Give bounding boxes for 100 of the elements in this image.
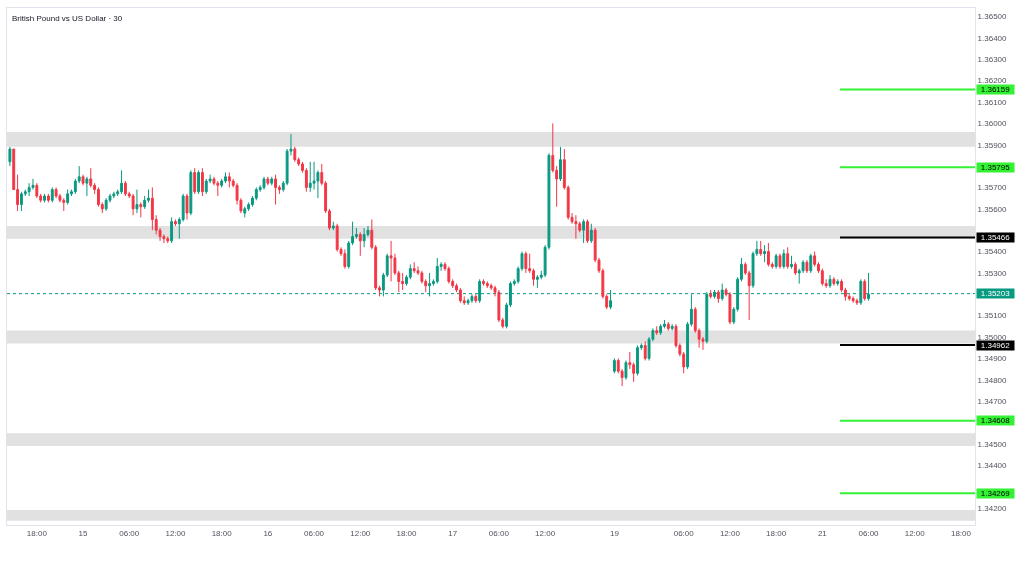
x-tick-label: 18:00 <box>211 528 233 538</box>
candlestick <box>150 186 154 231</box>
x-tick-label: 16 <box>263 528 273 538</box>
candlestick <box>50 186 54 203</box>
candlestick <box>828 274 832 289</box>
y-tick-label: 1.35700 <box>977 183 1008 193</box>
candlestick <box>612 357 616 374</box>
candlestick <box>793 261 797 276</box>
candlestick <box>659 323 663 336</box>
candlestick <box>270 176 274 186</box>
candlestick <box>670 323 674 332</box>
ref-line-label: 1.36159 <box>980 85 1011 94</box>
candlestick <box>574 214 578 240</box>
candlestick <box>8 146 12 167</box>
candlestick <box>166 236 170 244</box>
y-tick-label: 1.36500 <box>977 12 1008 22</box>
x-tick-label: 21 <box>817 528 828 538</box>
candlestick <box>763 244 767 263</box>
candlestick <box>855 298 859 306</box>
x-tick-label: 12:00 <box>904 528 926 538</box>
y-tick-label: 1.34500 <box>977 439 1008 449</box>
candlestick <box>81 174 85 186</box>
candlestick <box>535 274 539 289</box>
candlestick <box>778 253 782 270</box>
candlestick <box>112 191 116 199</box>
x-tick-label: 18:00 <box>396 528 418 538</box>
candlestick <box>412 261 416 274</box>
y-tick-label: 1.35100 <box>977 311 1008 321</box>
candlestick <box>343 248 347 270</box>
candlestick <box>274 174 278 206</box>
candlestick <box>720 283 724 302</box>
candlestick <box>85 176 89 197</box>
x-tick-label: 17 <box>448 528 458 538</box>
candlestick <box>389 240 393 282</box>
candlestick <box>482 278 485 287</box>
y-tick-label: 1.34900 <box>977 354 1008 364</box>
candlestick <box>185 193 189 220</box>
candlestick <box>308 161 312 193</box>
candlestick <box>559 146 562 182</box>
y-tick-label: 1.35900 <box>977 140 1008 150</box>
y-tick-label: 1.36300 <box>977 55 1008 65</box>
x-tick-label: 06:00 <box>673 528 695 538</box>
x-tick-label: 12:00 <box>350 528 371 538</box>
candlestick <box>204 178 208 195</box>
candlestick <box>266 176 270 186</box>
candlestick <box>135 189 139 214</box>
ref-line-label: 1.35203 <box>980 289 1011 298</box>
candlestick <box>766 242 770 267</box>
candlestick <box>170 216 174 244</box>
candlestick <box>435 257 439 285</box>
candlestick <box>786 246 790 270</box>
candlestick <box>809 253 813 274</box>
candlestick <box>759 240 763 257</box>
candlestick <box>666 321 670 332</box>
x-tick-label: 06:00 <box>488 528 510 538</box>
x-tick-label: 18:00 <box>766 528 787 538</box>
candlestick <box>243 206 247 218</box>
x-tick-label: 12:00 <box>165 528 187 538</box>
candlestick <box>447 266 451 285</box>
candlestick <box>624 360 628 381</box>
ref-line-label: 1.34962 <box>980 341 1011 350</box>
x-tick-label: 15 <box>78 528 89 538</box>
candlestick <box>35 182 39 199</box>
candlestick <box>331 221 335 231</box>
y-tick-label: 1.34700 <box>977 396 1008 406</box>
y-tick-label: 1.34400 <box>977 460 1008 470</box>
candlestick <box>859 278 863 306</box>
candlestick <box>851 295 855 304</box>
candlestick <box>197 169 200 195</box>
candlestick <box>728 291 732 325</box>
x-tick-label: 06:00 <box>858 528 880 538</box>
ref-line-label: 1.34608 <box>980 416 1011 425</box>
candlestick <box>293 146 297 163</box>
candlestick <box>139 201 143 218</box>
y-tick-label: 1.34200 <box>977 503 1008 513</box>
candlestick <box>358 231 362 257</box>
candlestick <box>863 278 867 302</box>
candlestick <box>262 176 266 191</box>
x-tick-label: 06:00 <box>304 528 325 538</box>
candlestick <box>655 325 659 336</box>
candlestick <box>636 345 639 376</box>
x-tick-label: 18:00 <box>950 528 972 538</box>
text: British Pound vs US Dollar · 30 <box>12 13 123 23</box>
candlestick <box>643 340 647 361</box>
candlestick <box>43 193 46 203</box>
candlestick <box>46 193 50 203</box>
candlestick <box>62 197 66 212</box>
candlestick <box>189 169 193 216</box>
ref-line-label: 1.35795 <box>980 163 1011 172</box>
x-tick-label: 19 <box>609 528 620 538</box>
candlestick <box>120 169 123 195</box>
candlestick <box>335 223 339 253</box>
candlestick <box>458 287 462 304</box>
candlestick <box>466 298 470 306</box>
y-tick-label: 1.36000 <box>977 119 1008 129</box>
candlestick <box>474 293 478 304</box>
candlestick <box>401 272 405 291</box>
y-tick-label: 1.36100 <box>977 97 1008 107</box>
y-tick-label: 1.36400 <box>977 33 1008 43</box>
candlestick <box>805 259 809 274</box>
